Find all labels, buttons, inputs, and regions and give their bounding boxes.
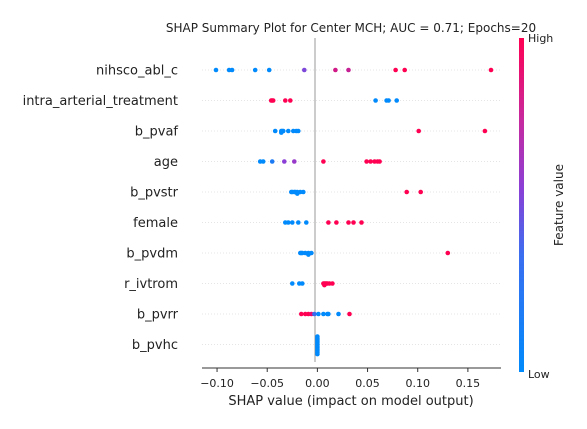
shap-point	[334, 220, 339, 225]
shap-point	[359, 220, 364, 225]
shap-point	[266, 67, 272, 73]
shap-point	[416, 128, 422, 134]
feature-label-age: age	[154, 155, 178, 170]
shap-point	[301, 189, 306, 195]
feature-label-r-ivtrom: r_ivtrom	[124, 277, 178, 292]
feature-label-b-pvrr: b_pvrr	[137, 308, 179, 323]
shap-point	[322, 282, 327, 288]
shap-point	[347, 311, 352, 317]
shap-point	[333, 67, 338, 73]
shap-point	[326, 311, 331, 317]
x-axis-label: SHAP value (impact on model output)	[228, 394, 473, 409]
shap-point	[393, 67, 398, 73]
shap-point	[373, 98, 378, 103]
feature-label-b-pvaf: b_pvaf	[135, 125, 179, 140]
shap-point	[351, 220, 356, 225]
shap-point	[279, 130, 284, 135]
x-tick-label: 0.15	[456, 377, 481, 390]
shap-point	[283, 98, 288, 103]
shap-point	[321, 159, 326, 164]
shap-point	[260, 159, 266, 164]
colorbar-low-label: Low	[528, 368, 550, 381]
feature-label-b-pvstr: b_pvstr	[130, 186, 179, 201]
shap-point	[290, 281, 295, 286]
shap-point	[272, 128, 278, 134]
shap-point	[482, 128, 488, 134]
colorbar-title: Feature value	[552, 164, 566, 246]
feature-labels: nihsco_abl_c intra_arterial_treatment b_pv…	[23, 64, 179, 354]
shap-point	[418, 189, 424, 195]
x-tick-label: −0.10	[200, 377, 234, 390]
feature-label-female: female	[133, 216, 178, 231]
shap-point	[346, 220, 351, 225]
shap-point	[289, 189, 294, 195]
shap-point	[299, 250, 304, 256]
shap-points	[213, 67, 494, 357]
chart-title: SHAP Summary Plot for Center MCH; AUC = …	[166, 21, 536, 35]
shap-point	[488, 67, 494, 73]
feature-label-b-pvdm: b_pvdm	[126, 247, 178, 262]
feature-gridlines	[202, 69, 501, 345]
shap-point	[315, 334, 320, 339]
shap-point	[312, 311, 317, 317]
shap-point	[346, 67, 351, 73]
shap-point	[304, 220, 309, 225]
shap-point	[445, 250, 451, 256]
shap-point	[321, 311, 326, 317]
shap-point	[269, 159, 275, 164]
shap-point	[295, 191, 300, 196]
colorbar	[519, 38, 524, 372]
shap-point	[402, 67, 408, 73]
shap-point	[364, 159, 369, 164]
colorbar-high-label: High	[528, 32, 553, 45]
shap-point	[299, 311, 304, 317]
shap-point	[290, 220, 295, 225]
shap-point	[302, 67, 307, 73]
shap-point	[300, 281, 305, 286]
shap-point	[213, 67, 219, 73]
shap-point	[296, 128, 301, 134]
feature-label-nihsco-abl-c: nihsco_abl_c	[96, 64, 178, 79]
shap-point	[377, 159, 382, 164]
feature-label-intra-arterial-treatment: intra_arterial_treatment	[23, 94, 178, 109]
x-tick-label: 0.05	[355, 377, 380, 390]
shap-point	[394, 98, 400, 103]
shap-point	[315, 351, 320, 357]
shap-point	[296, 220, 301, 225]
shap-point	[404, 189, 410, 195]
shap-point	[306, 252, 311, 257]
shap-point	[288, 98, 293, 103]
x-tick-label: −0.05	[250, 377, 284, 390]
x-tick-label: 0.00	[305, 377, 330, 390]
shap-point	[292, 159, 297, 164]
feature-label-b-pvhc: b_pvhc	[132, 338, 178, 353]
shap-point	[326, 220, 331, 225]
shap-point	[229, 67, 235, 73]
shap-point	[286, 220, 291, 225]
shap-point	[286, 128, 291, 134]
shap-point	[336, 311, 341, 317]
shap-point	[282, 159, 287, 164]
shap-point	[270, 98, 276, 103]
shap-point	[330, 281, 335, 286]
x-tick-label: 0.10	[405, 377, 430, 390]
shap-point	[368, 159, 373, 164]
shap-point	[386, 98, 391, 103]
shap-point	[252, 67, 258, 73]
x-axis-ticks: −0.10 −0.05 0.00 0.05 0.10 0.15	[200, 368, 480, 390]
shap-point	[316, 311, 321, 317]
